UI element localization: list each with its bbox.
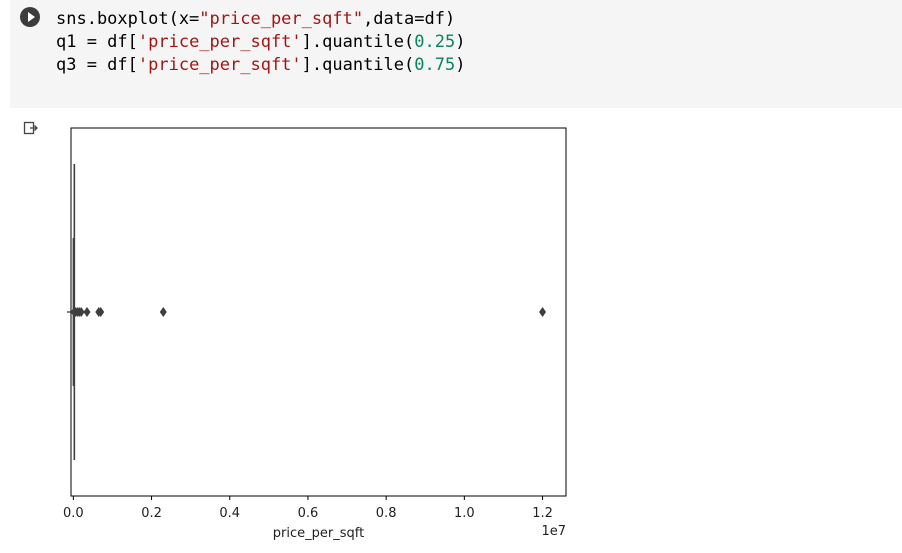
outlier-point: [83, 307, 91, 317]
code-token: 0.25: [414, 32, 456, 52]
x-axis-label: price_per_sqft: [273, 526, 364, 541]
x-tick-label: 0.0: [63, 506, 84, 521]
x-tick-label: 1.0: [454, 506, 475, 521]
x-tick-label: 0.4: [219, 506, 240, 521]
x-tick-label: 1.2: [532, 506, 553, 521]
code-cell[interactable]: [10, 0, 902, 108]
code-token: "price_per_sqft": [199, 9, 364, 29]
code-token: sns.boxplot(x=: [56, 9, 200, 29]
outlier-point: [159, 307, 167, 317]
code-token: 'price_per_sqft': [137, 55, 302, 75]
plot-frame: [70, 127, 567, 497]
play-icon: [28, 12, 35, 22]
code-token: ].quantile(: [301, 32, 415, 52]
outlier-point: [539, 307, 547, 317]
code-token: ,data=df): [363, 9, 456, 29]
run-cell-button[interactable]: [20, 7, 40, 27]
x-tick-label: 0.8: [376, 506, 397, 521]
code-token: 0.75: [414, 55, 456, 75]
code-token: ): [455, 32, 466, 52]
outlier-point: [97, 307, 105, 317]
code-token: q1 = df[: [56, 32, 138, 52]
x-tick-label: 0.2: [141, 506, 162, 521]
code-token: ].quantile(: [301, 55, 415, 75]
code-token: 'price_per_sqft': [137, 32, 302, 52]
output-redirect-icon[interactable]: [23, 120, 39, 136]
outlier-point: [77, 307, 85, 317]
code-token: ): [455, 55, 466, 75]
code-token: q3 = df[: [56, 55, 138, 75]
code-editor[interactable]: sns.boxplot(x="price_per_sqft",data=df) …: [56, 8, 465, 77]
x-tick-label: 0.6: [298, 506, 319, 521]
axis-offset-label: 1e7: [541, 524, 566, 539]
